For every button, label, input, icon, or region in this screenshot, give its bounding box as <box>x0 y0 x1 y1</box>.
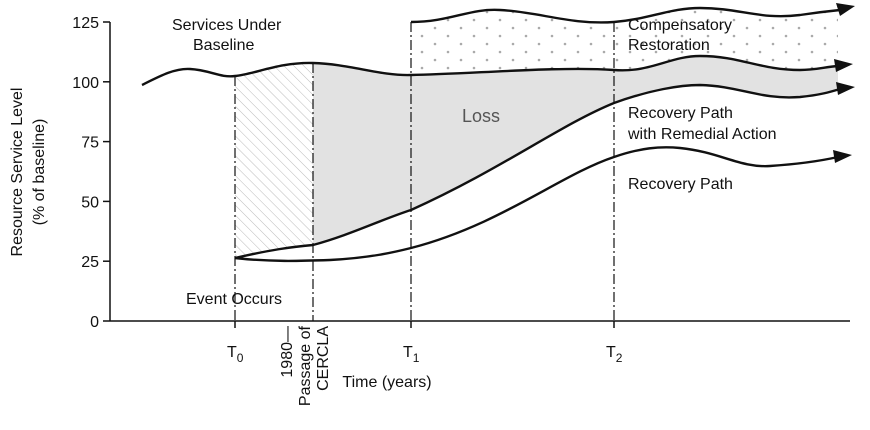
cercla-label: Passage of <box>297 325 314 406</box>
y-tick-label: 50 <box>81 194 99 211</box>
marker-letter: T <box>227 344 237 361</box>
arrowhead <box>836 3 855 16</box>
annotation: Event Occurs <box>186 291 282 308</box>
marker-subscript: 1 <box>413 351 420 365</box>
y-axis-label: (% of baseline) <box>31 119 48 226</box>
annotation: Baseline <box>193 37 254 54</box>
x-tick-label: T2 <box>606 344 623 365</box>
compensatory-curve <box>410 6 841 24</box>
cercla-label: 1980— <box>279 326 296 378</box>
x-tick-label: T1 <box>403 344 420 365</box>
curves <box>141 3 855 263</box>
baseline-curve <box>141 54 839 87</box>
y-tick-label: 0 <box>90 314 99 331</box>
y-axis-label: Resource Service Level <box>9 88 26 257</box>
annotation: Loss <box>462 106 500 126</box>
y-tick-label: 25 <box>81 254 99 271</box>
marker-letter: T <box>403 344 413 361</box>
regions <box>235 8 850 330</box>
arrowhead <box>833 150 852 163</box>
marker-subscript: 0 <box>237 351 244 365</box>
y-tick-label: 100 <box>72 75 99 92</box>
x-axis-label: Time (years) <box>342 374 431 391</box>
arrowhead <box>834 59 853 72</box>
annotation: Recovery Path <box>628 176 733 193</box>
annotation: with Remedial Action <box>627 126 777 143</box>
y-tick-label: 125 <box>72 15 99 32</box>
remedial-curve <box>234 83 841 260</box>
recovery-curve <box>234 146 839 263</box>
x-tick-label: T0 <box>227 344 244 365</box>
marker-subscript: 2 <box>616 351 623 365</box>
annotation: Restoration <box>628 37 710 54</box>
annotation: Services Under <box>172 17 282 34</box>
annotation: Compensatory <box>628 17 732 34</box>
below-remedial <box>235 85 850 330</box>
y-tick-label: 75 <box>81 135 99 152</box>
cercla-label: CERCLA <box>315 326 332 391</box>
arrowhead <box>836 82 855 95</box>
marker-letter: T <box>606 344 616 361</box>
time-lines <box>234 22 615 321</box>
annotation: Recovery Path <box>628 105 733 122</box>
